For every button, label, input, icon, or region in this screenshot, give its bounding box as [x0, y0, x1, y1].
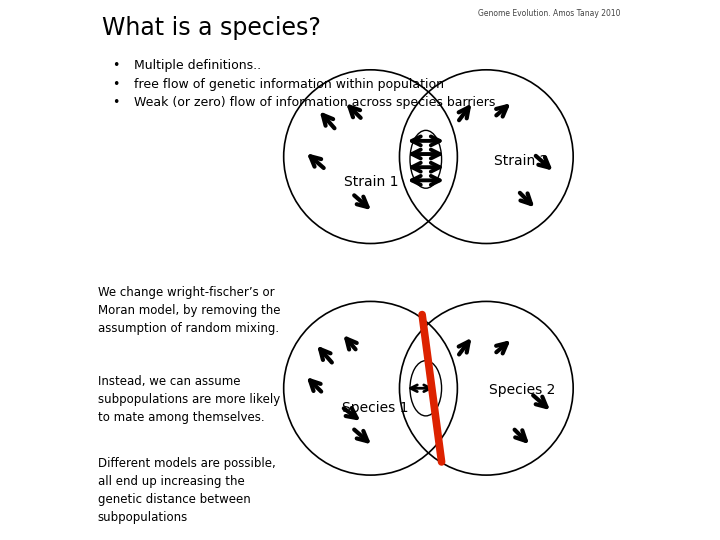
Text: What is a species?: What is a species?: [102, 16, 321, 40]
Text: •: •: [112, 59, 120, 72]
Text: Genome Evolution. Amos Tanay 2010: Genome Evolution. Amos Tanay 2010: [478, 9, 621, 18]
Text: free flow of genetic information within population: free flow of genetic information within …: [134, 78, 444, 91]
Text: Strain 2: Strain 2: [494, 154, 549, 168]
Text: Instead, we can assume
subpopulations are more likely
to mate among themselves.: Instead, we can assume subpopulations ar…: [98, 375, 280, 424]
Text: Strain 1: Strain 1: [344, 175, 399, 189]
Text: We change wright-fischer’s or
Moran model, by removing the
assumption of random : We change wright-fischer’s or Moran mode…: [98, 286, 280, 335]
Text: Different models are possible,
all end up increasing the
genetic distance betwee: Different models are possible, all end u…: [98, 457, 275, 524]
Text: Multiple definitions..: Multiple definitions..: [134, 59, 261, 72]
Text: •: •: [112, 78, 120, 91]
Text: Species 1: Species 1: [341, 401, 408, 415]
Text: Species 2: Species 2: [489, 383, 555, 397]
Text: Weak (or zero) flow of information across species barriers: Weak (or zero) flow of information acros…: [134, 96, 495, 109]
Text: •: •: [112, 96, 120, 109]
